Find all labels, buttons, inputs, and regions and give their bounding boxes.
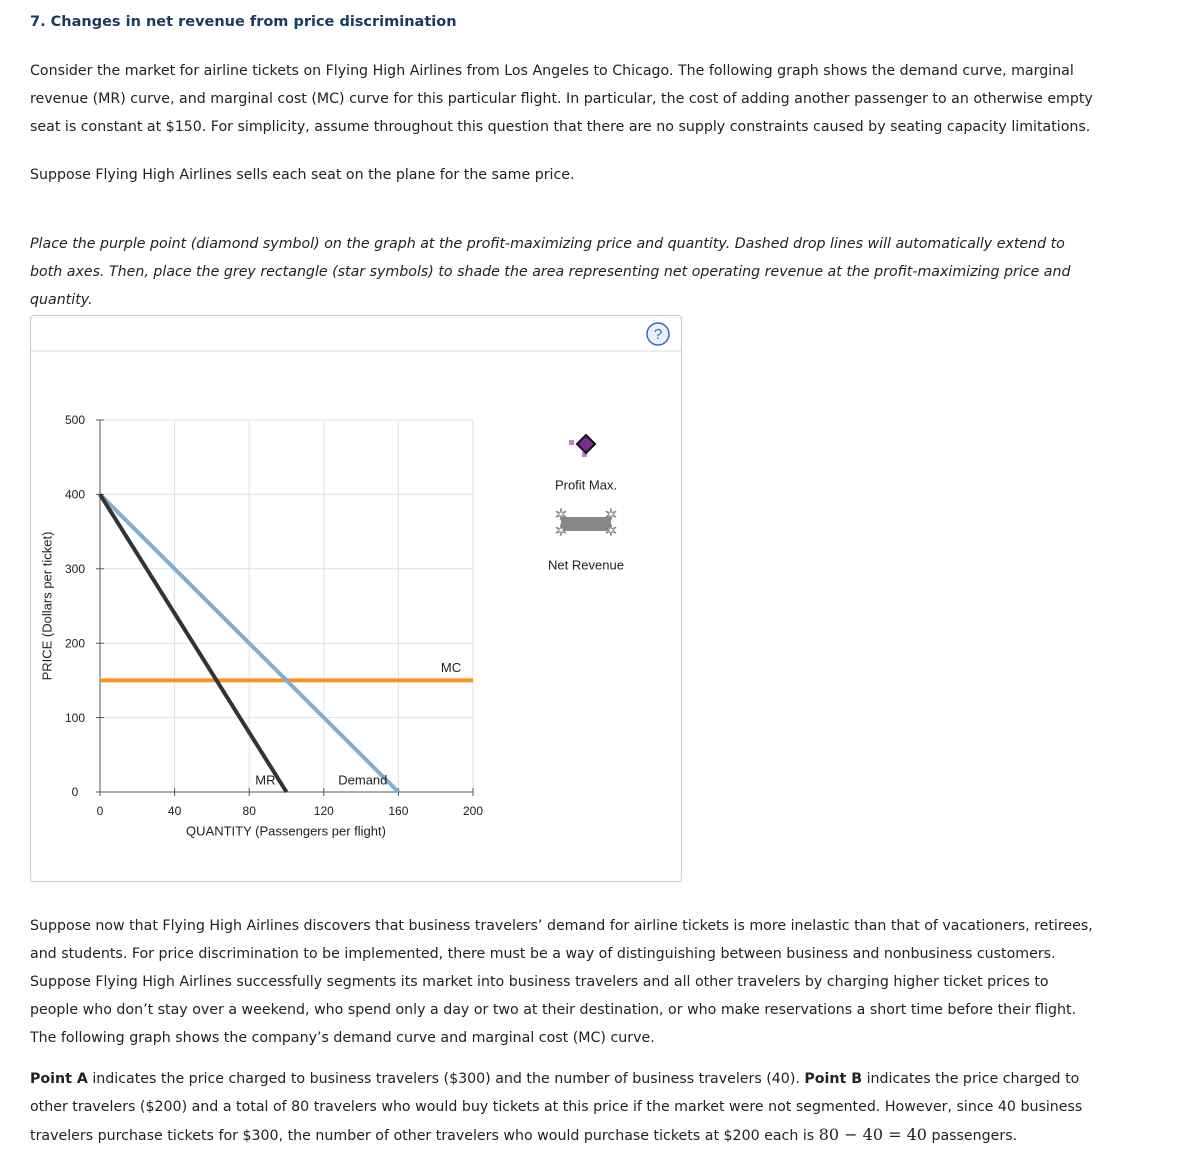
star: ✶: [604, 523, 617, 540]
x-tick-label: 160: [388, 804, 408, 818]
curve: [98, 493, 289, 794]
star: ✶: [604, 507, 617, 524]
x-tick-label: 80: [243, 804, 257, 818]
y-tick-label: 300: [65, 562, 85, 576]
x-tick-label: 200: [463, 804, 483, 818]
curve: [98, 492, 400, 794]
y-tick-label: 100: [65, 711, 85, 725]
svg-text:?: ?: [654, 326, 662, 343]
paragraph: Suppose Flying High Airlines sells each …: [30, 167, 575, 183]
y-axis-label: PRICE (Dollars per ticket): [39, 532, 54, 681]
tool-diamond[interactable]: [569, 433, 597, 457]
text-run: indicates the price charged to other tra…: [30, 1071, 1083, 1144]
tool-label: Net Revenue: [548, 557, 624, 572]
paragraph: Suppose now that Flying High Airlines di…: [30, 918, 1093, 1046]
diamond: [575, 433, 597, 455]
help-button[interactable]: ?: [646, 322, 670, 346]
curve-label: MR: [255, 772, 275, 787]
handle: [582, 452, 587, 457]
text-run: 80 − 40 = 40: [818, 1125, 927, 1144]
instructions: Place the purple point (diamond symbol) …: [30, 236, 1071, 308]
curve-label: Demand: [338, 772, 387, 787]
graph-panel: ? PRICE (Dollars per ticket) QUANTITY (P…: [30, 315, 682, 882]
x-tick-label: 120: [314, 804, 334, 818]
question-title: 7. Changes in net revenue from price dis…: [30, 14, 457, 30]
y-tick-label: 200: [65, 636, 85, 650]
x-axis-label: QUANTITY (Passengers per flight): [186, 823, 386, 838]
tool-rectangle[interactable]: ✶ ✶✶ ✶: [554, 507, 618, 541]
text-run: Point B: [804, 1071, 863, 1087]
text-run: passengers.: [926, 1128, 1018, 1144]
paragraph: Point A indicates the price charged to b…: [30, 1065, 1100, 1150]
star: ✶: [554, 507, 567, 524]
y-tick-label: 0: [72, 785, 79, 799]
text-run: Point A: [30, 1071, 88, 1087]
y-tick-label: 500: [65, 413, 85, 427]
shade: [561, 517, 611, 531]
y-tick-label: 400: [65, 488, 85, 502]
tool-label: Profit Max.: [555, 477, 617, 492]
text-run: indicates the price charged to business …: [87, 1071, 805, 1087]
curve-label: MC: [441, 660, 461, 675]
star: ✶: [554, 523, 567, 540]
x-tick-label: 0: [97, 804, 104, 818]
handle: [569, 440, 574, 445]
x-tick-label: 40: [168, 804, 182, 818]
intro-text: Consider the market for airline tickets …: [30, 63, 1093, 135]
chart: ? PRICE (Dollars per ticket) QUANTITY (P…: [31, 322, 681, 838]
